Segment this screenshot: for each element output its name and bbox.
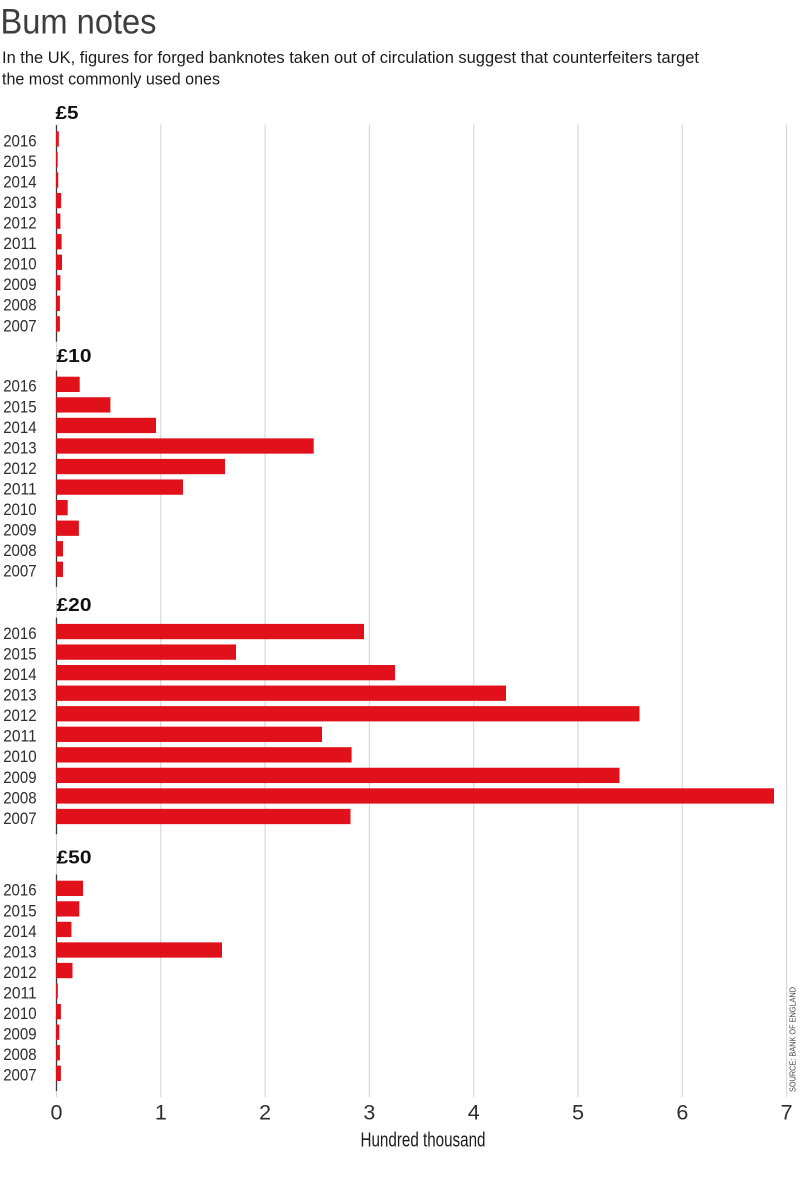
svg-text:2011: 2011	[3, 984, 37, 1002]
svg-text:2014: 2014	[3, 923, 37, 941]
svg-text:2008: 2008	[3, 542, 37, 560]
svg-text:£10: £10	[57, 346, 92, 366]
svg-text:2014: 2014	[3, 419, 37, 437]
svg-text:2008: 2008	[3, 1046, 37, 1064]
svg-text:2016: 2016	[3, 625, 37, 643]
svg-text:2014: 2014	[3, 666, 37, 684]
svg-text:0: 0	[51, 1101, 63, 1125]
svg-text:1: 1	[155, 1101, 167, 1125]
svg-text:5: 5	[572, 1101, 584, 1125]
svg-text:2009: 2009	[3, 769, 37, 787]
svg-text:2007: 2007	[3, 317, 37, 335]
svg-text:2016: 2016	[3, 882, 37, 900]
svg-text:6: 6	[676, 1101, 688, 1125]
svg-text:2012: 2012	[3, 964, 37, 982]
svg-text:2010: 2010	[3, 256, 37, 274]
svg-text:2: 2	[259, 1101, 271, 1125]
svg-text:2011: 2011	[3, 728, 37, 746]
svg-text:2009: 2009	[3, 1026, 37, 1044]
svg-text:2013: 2013	[3, 687, 37, 705]
svg-text:2015: 2015	[3, 398, 37, 416]
svg-text:2010: 2010	[3, 1005, 37, 1023]
svg-text:2015: 2015	[3, 153, 37, 171]
svg-text:2012: 2012	[3, 707, 37, 725]
svg-text:3: 3	[363, 1101, 375, 1125]
svg-text:Hundred thousand: Hundred thousand	[361, 1130, 486, 1152]
svg-text:2009: 2009	[3, 522, 37, 540]
svg-text:2009: 2009	[3, 276, 37, 294]
svg-text:2016: 2016	[3, 132, 37, 150]
svg-text:2011: 2011	[3, 235, 37, 253]
svg-text:£20: £20	[57, 595, 92, 615]
svg-text:2010: 2010	[3, 501, 37, 519]
svg-text:2016: 2016	[3, 378, 37, 396]
svg-text:2012: 2012	[3, 215, 37, 233]
svg-text:Bum notes: Bum notes	[1, 3, 157, 42]
svg-text:4: 4	[468, 1101, 480, 1125]
svg-text:7: 7	[781, 1101, 793, 1125]
svg-text:2015: 2015	[3, 902, 37, 920]
svg-text:2013: 2013	[3, 194, 37, 212]
svg-text:the most commonly used ones: the most commonly used ones	[2, 70, 220, 89]
svg-text:2010: 2010	[3, 748, 37, 766]
svg-text:2013: 2013	[3, 439, 37, 457]
svg-text:2011: 2011	[3, 480, 37, 498]
svg-text:2014: 2014	[3, 173, 37, 191]
svg-text:2012: 2012	[3, 460, 37, 478]
svg-text:2008: 2008	[3, 789, 37, 807]
svg-text:2007: 2007	[3, 563, 37, 581]
svg-text:In the UK, figures for forged: In the UK, figures for forged banknotes …	[2, 48, 699, 67]
svg-text:2013: 2013	[3, 943, 37, 961]
svg-text:£5: £5	[56, 103, 79, 123]
svg-text:SOURCE: BANK OF ENGLAND: SOURCE: BANK OF ENGLAND	[788, 987, 798, 1092]
svg-text:£50: £50	[57, 848, 92, 868]
svg-text:2015: 2015	[3, 645, 37, 663]
svg-text:2007: 2007	[3, 1067, 37, 1085]
svg-text:2008: 2008	[3, 297, 37, 315]
svg-text:2007: 2007	[3, 810, 37, 828]
